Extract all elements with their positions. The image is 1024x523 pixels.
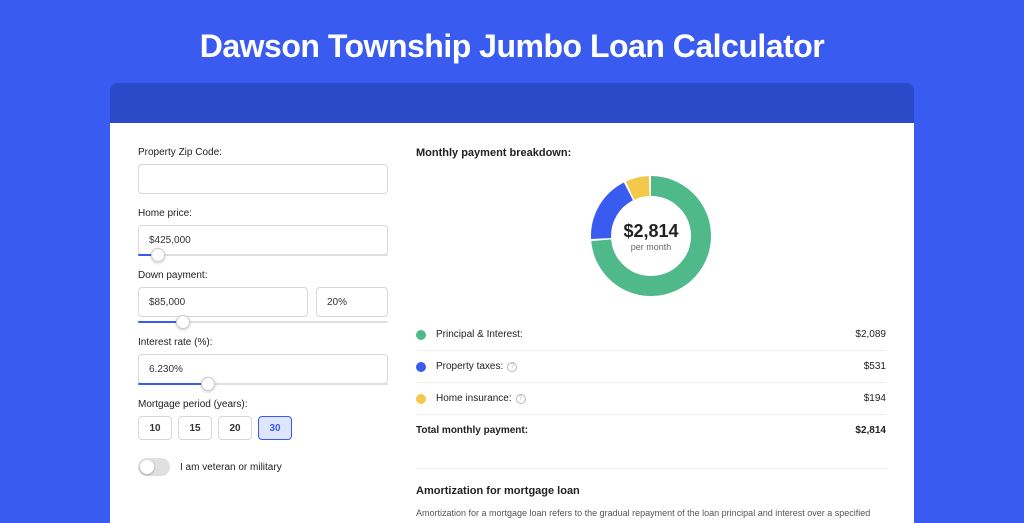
slider-fill <box>138 383 208 385</box>
down-pct-input[interactable] <box>316 287 388 317</box>
legend-row: Home insurance:?$194 <box>416 383 886 415</box>
down-payment-label: Down payment: <box>138 270 388 281</box>
down-payment-group: Down payment: <box>138 270 388 323</box>
veteran-row: I am veteran or military <box>138 458 388 476</box>
home-price-input[interactable] <box>138 225 388 255</box>
period-row: 10152030 <box>138 416 388 440</box>
slider-thumb[interactable] <box>176 315 190 329</box>
donut-chart: $2,814 per month <box>586 171 716 301</box>
legend-value: $194 <box>864 393 886 404</box>
info-icon[interactable]: ? <box>516 394 526 404</box>
legend-dot <box>416 330 426 340</box>
amortization-text: Amortization for a mortgage loan refers … <box>416 507 886 520</box>
legend-row: Property taxes:?$531 <box>416 351 886 383</box>
home-price-slider[interactable] <box>138 254 388 256</box>
down-amount-input[interactable] <box>138 287 308 317</box>
form-column: Property Zip Code: Home price: Down paym… <box>138 147 388 499</box>
page-title: Dawson Township Jumbo Loan Calculator <box>0 0 1024 83</box>
breakdown-heading: Monthly payment breakdown: <box>416 147 886 159</box>
total-value: $2,814 <box>855 425 886 436</box>
rate-group: Interest rate (%): <box>138 337 388 385</box>
period-btn-10[interactable]: 10 <box>138 416 172 440</box>
rate-slider[interactable] <box>138 383 388 385</box>
legend-label: Home insurance:? <box>436 393 864 404</box>
legend-row: Principal & Interest:$2,089 <box>416 319 886 351</box>
legend-value: $2,089 <box>855 329 886 340</box>
period-label: Mortgage period (years): <box>138 399 388 410</box>
legend-value: $531 <box>864 361 886 372</box>
donut-sub: per month <box>631 242 672 252</box>
slider-thumb[interactable] <box>151 248 165 262</box>
total-label: Total monthly payment: <box>416 425 855 436</box>
zip-group: Property Zip Code: <box>138 147 388 194</box>
home-price-label: Home price: <box>138 208 388 219</box>
calculator-card: Property Zip Code: Home price: Down paym… <box>110 123 914 523</box>
total-row: Total monthly payment: $2,814 <box>416 415 886 446</box>
toggle-knob <box>140 460 154 474</box>
breakdown-column: Monthly payment breakdown: $2,814 per mo… <box>416 147 886 499</box>
zip-label: Property Zip Code: <box>138 147 388 158</box>
donut-amount: $2,814 <box>623 221 678 242</box>
zip-input[interactable] <box>138 164 388 194</box>
rate-label: Interest rate (%): <box>138 337 388 348</box>
down-slider[interactable] <box>138 321 388 323</box>
period-btn-15[interactable]: 15 <box>178 416 212 440</box>
period-btn-30[interactable]: 30 <box>258 416 292 440</box>
period-group: Mortgage period (years): 10152030 <box>138 399 388 440</box>
header-band <box>110 83 914 123</box>
legend-label: Principal & Interest: <box>436 329 855 340</box>
legend-dot <box>416 362 426 372</box>
period-btn-20[interactable]: 20 <box>218 416 252 440</box>
legend-label: Property taxes:? <box>436 361 864 372</box>
home-price-group: Home price: <box>138 208 388 256</box>
donut-wrap: $2,814 per month <box>416 171 886 301</box>
rate-input[interactable] <box>138 354 388 384</box>
donut-center: $2,814 per month <box>586 171 716 301</box>
legend-dot <box>416 394 426 404</box>
slider-thumb[interactable] <box>201 377 215 391</box>
veteran-label: I am veteran or military <box>180 462 282 473</box>
info-icon[interactable]: ? <box>507 362 517 372</box>
amortization-heading: Amortization for mortgage loan <box>416 485 886 497</box>
veteran-toggle[interactable] <box>138 458 170 476</box>
legend: Principal & Interest:$2,089Property taxe… <box>416 319 886 415</box>
